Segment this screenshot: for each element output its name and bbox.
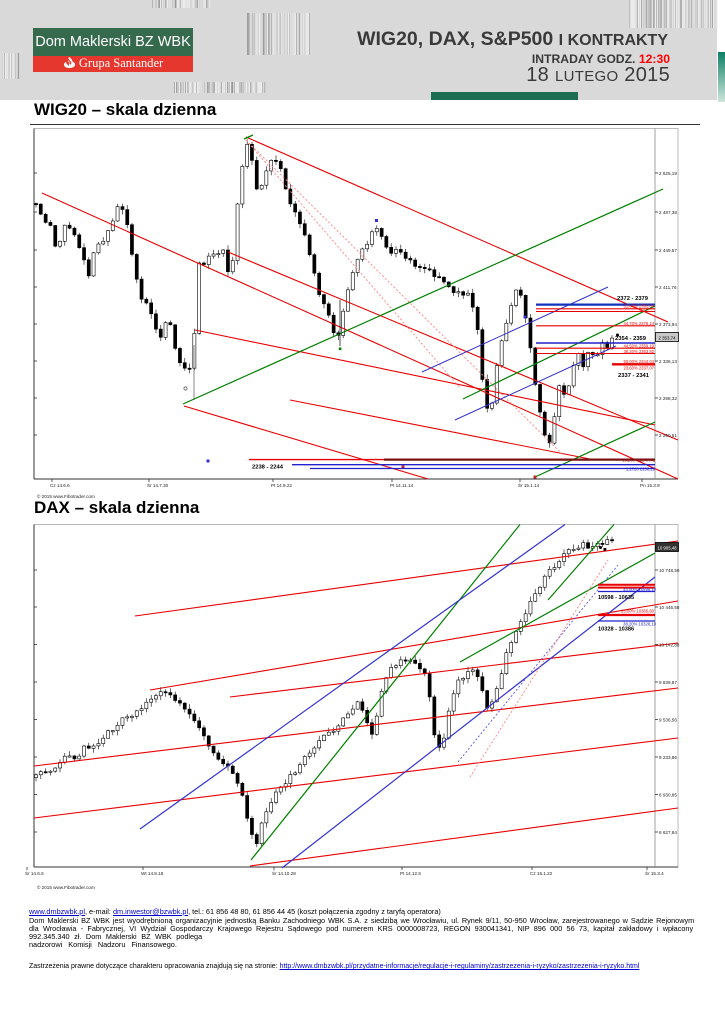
svg-text:23,60% 10365,60: 23,60% 10365,60 <box>621 609 655 614</box>
svg-text:Pn 15.3.9: Pn 15.3.9 <box>640 483 660 488</box>
svg-text:Śr 14.7.30: Śr 14.7.30 <box>147 481 169 488</box>
svg-text:9 839,87: 9 839,87 <box>659 680 677 685</box>
svg-text:10598 - 10635: 10598 - 10635 <box>598 595 634 601</box>
svg-text:© 2015 www.Fibotrader.com: © 2015 www.Fibotrader.com <box>37 493 95 499</box>
svg-text:Pt 14.12.5: Pt 14.12.5 <box>400 871 421 876</box>
svg-text:© 2015 www.Fibotrader.com: © 2015 www.Fibotrader.com <box>37 884 95 890</box>
svg-text:2 625,19: 2 625,19 <box>659 171 677 176</box>
svg-text:2 373,94: 2 373,94 <box>659 322 677 327</box>
svg-text:44,00% 10598,10: 44,00% 10598,10 <box>623 587 657 592</box>
svg-text:2337 - 2341: 2337 - 2341 <box>618 373 650 379</box>
svg-text:2 449,57: 2 449,57 <box>659 248 677 253</box>
svg-text:2 336,13: 2 336,13 <box>659 359 677 364</box>
svg-text:Śr 14.10.28: Śr 14.10.28 <box>272 869 296 876</box>
svg-text:9 233,86: 9 233,86 <box>659 755 677 760</box>
svg-text:Pt 14.11.14: Pt 14.11.14 <box>390 483 414 488</box>
svg-text:23,60% 2337,07: 23,60% 2337,07 <box>623 366 654 371</box>
svg-text:10328 - 10386: 10328 - 10386 <box>598 627 634 633</box>
svg-text:10 445,58: 10 445,58 <box>659 605 680 610</box>
svg-text:10 142,88: 10 142,88 <box>659 642 680 647</box>
svg-text:10 905,48: 10 905,48 <box>657 545 677 550</box>
svg-text:161,80% 2247,42: 161,80% 2247,42 <box>622 458 656 463</box>
svg-text:61,80% 2392,84: 61,80% 2392,84 <box>623 304 654 309</box>
svg-text:Wt 14.8.18: Wt 14.8.18 <box>141 871 164 876</box>
svg-text:9 536,56: 9 536,56 <box>659 717 677 722</box>
svg-text:2 260,51: 2 260,51 <box>659 433 677 438</box>
svg-text:1,2728 2238,29: 1,2728 2238,29 <box>626 467 656 472</box>
svg-text:Pt 14.9.22: Pt 14.9.22 <box>271 483 292 488</box>
svg-text:2354 - 2359: 2354 - 2359 <box>615 336 647 342</box>
svg-text:2372 - 2379: 2372 - 2379 <box>617 296 649 302</box>
svg-text:Cz 14.6.6: Cz 14.6.6 <box>50 483 70 488</box>
svg-text:44,70% 2376,14: 44,70% 2376,14 <box>623 321 654 326</box>
svg-text:8 930,85: 8 930,85 <box>659 792 677 797</box>
svg-text:38,20% 2353,82: 38,20% 2353,82 <box>623 349 654 354</box>
svg-text:Cz 15.1.22: Cz 15.1.22 <box>530 871 553 876</box>
svg-text:Śr 14.6.6: Śr 14.6.6 <box>25 869 44 876</box>
svg-text:2 353,74: 2 353,74 <box>658 335 676 340</box>
svg-text:Śr 15.1.14: Śr 15.1.14 <box>518 481 540 488</box>
svg-text:2 298,32: 2 298,32 <box>659 396 677 401</box>
svg-text:8 627,84: 8 627,84 <box>659 830 677 835</box>
svg-text:2238 - 2244: 2238 - 2244 <box>252 465 284 471</box>
svg-text:Śr 15.3.4: Śr 15.3.4 <box>645 869 664 876</box>
svg-text:10 748,59: 10 748,59 <box>659 568 680 573</box>
svg-text:2 487,38: 2 487,38 <box>659 210 677 215</box>
svg-text:38,20% 10328,10: 38,20% 10328,10 <box>623 622 657 627</box>
svg-text:2 411,76: 2 411,76 <box>659 285 677 290</box>
svg-text:50,00% 2344,04: 50,00% 2344,04 <box>623 359 654 364</box>
svg-text:44,50% 2359,19: 44,50% 2359,19 <box>623 344 654 349</box>
